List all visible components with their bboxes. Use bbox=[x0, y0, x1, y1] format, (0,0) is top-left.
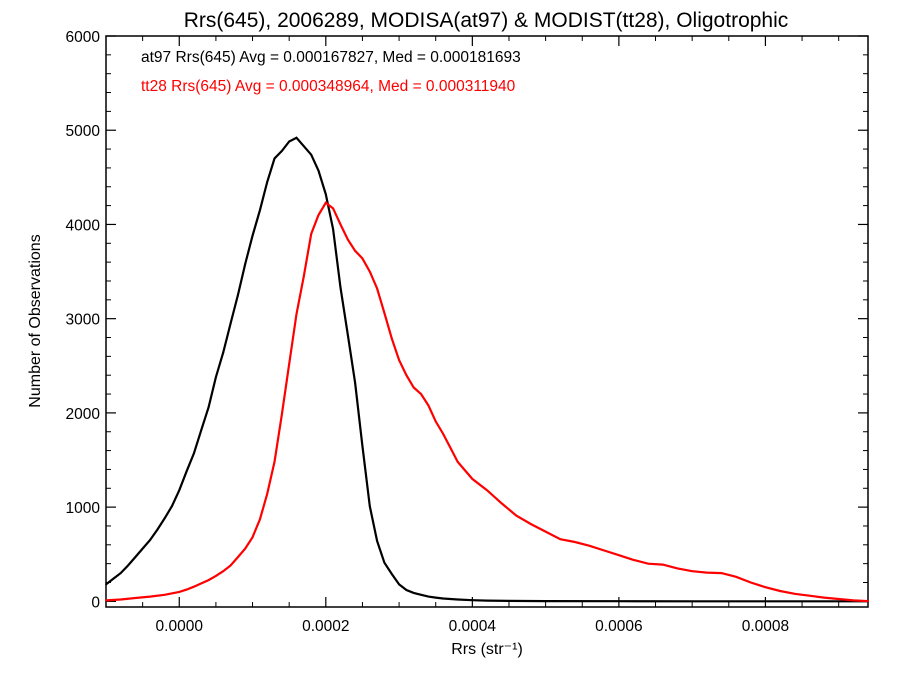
y-tick-label: 0 bbox=[91, 594, 100, 611]
series-at97-points bbox=[105, 136, 869, 603]
y-tick-label: 2000 bbox=[66, 406, 101, 423]
x-axis-label: Rrs (str⁻¹) bbox=[451, 641, 523, 658]
x-tick-label: 0.0000 bbox=[156, 618, 204, 635]
series-line-at97 bbox=[105, 136, 868, 603]
y-tick-label: 6000 bbox=[66, 29, 101, 46]
x-axis: 0.0000 0.0002 0.0004 0.0006 0.0008 bbox=[105, 36, 840, 635]
y-tick-label: 1000 bbox=[66, 500, 101, 517]
series-line-tt28 bbox=[105, 201, 869, 603]
x-tick-label: 0.0002 bbox=[302, 618, 349, 635]
legend-entry-at97: at97 Rrs(645) Avg = 0.000167827, Med = 0… bbox=[141, 49, 521, 66]
y-axis: 0 1000 2000 3000 4000 5000 6000 bbox=[66, 29, 868, 611]
series-tt28-points bbox=[105, 201, 869, 602]
x-tick-label: 0.0004 bbox=[449, 618, 497, 635]
x-tick-label: 0.0006 bbox=[595, 618, 642, 635]
y-axis-label: Number of Observations bbox=[27, 234, 44, 407]
legend-entry-tt28: tt28 Rrs(645) Avg = 0.000348964, Med = 0… bbox=[141, 78, 516, 95]
chart-title: Rrs(645), 2006289, MODISA(at97) & MODIST… bbox=[184, 9, 789, 32]
y-tick-label: 4000 bbox=[66, 217, 101, 234]
plot-frame bbox=[105, 35, 869, 608]
x-tick-label: 0.0008 bbox=[742, 618, 789, 635]
y-tick-label: 3000 bbox=[66, 312, 101, 329]
series-layer bbox=[105, 136, 869, 603]
y-tick-label: 5000 bbox=[66, 123, 101, 140]
